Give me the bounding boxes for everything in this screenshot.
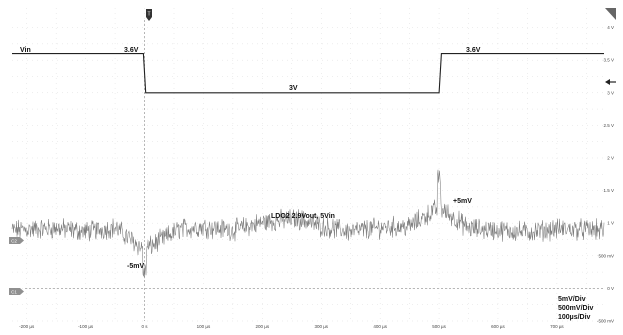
channel-c1-marker: C1 <box>9 288 24 295</box>
y-tick-label: 1.5 V <box>603 188 614 193</box>
y-tick-label: 500 mV <box>598 253 614 258</box>
y-tick-label: 2 V <box>607 155 614 160</box>
svg-text:T: T <box>147 12 150 18</box>
x-tick-label: 500 µs <box>432 324 446 329</box>
channel-c1-label: C1 <box>11 290 17 295</box>
ldo2-series-label: LDO2 2.9Vout, 5Vin <box>271 213 335 220</box>
trigger-marker-icon: T <box>146 9 152 21</box>
x-tick-label: 200 µs <box>256 324 270 329</box>
x-tick-label: 600 µs <box>491 324 505 329</box>
y-tick-label: 2.5 V <box>603 123 614 128</box>
x-tick-label: -100 µs <box>78 324 94 329</box>
x-tick-label: 300 µs <box>314 324 328 329</box>
x-tick-label: 0 s <box>142 324 149 329</box>
y-tick-label: -500 mV <box>597 319 614 324</box>
channel-c2-label: C2 <box>11 239 17 244</box>
y-tick-label: 3 V <box>607 90 614 95</box>
y-tick-label: 3.5 V <box>603 58 614 63</box>
x-axis-ticks: -200 µs -100 µs 0 s 100 µs 200 µs 300 µs 400 µ… <box>19 324 564 329</box>
series-vin-trace <box>12 53 604 94</box>
right-axis-ticks: 4 V 3.5 V 3 V 2.5 V 2 V 1.5 V 1 V 500 mV 0 V -500… <box>597 25 614 323</box>
x-tick-label: 100 µs <box>197 324 211 329</box>
annotation-plus-5mv: +5mV <box>453 198 472 205</box>
graticule <box>12 8 604 322</box>
x-tick-label: -200 µs <box>19 324 35 329</box>
scale-ch2: 5mV/Div <box>558 296 586 303</box>
y-tick-label: 1 V <box>607 221 614 226</box>
x-tick-label: 700 µs <box>550 324 564 329</box>
scale-ch1: 500mV/Div <box>558 305 594 312</box>
corner-flag-icon <box>605 8 616 20</box>
annotation-3v6-left: 3.6V <box>124 47 139 54</box>
y-tick-label: 4 V <box>607 25 614 30</box>
left-arrow-icon <box>605 79 616 85</box>
scale-time: 100µs/Div <box>558 314 591 321</box>
x-tick-label: 400 µs <box>373 324 387 329</box>
annotation-3v: 3V <box>289 85 298 92</box>
y-tick-label: 0 V <box>607 286 614 291</box>
annotation-minus-5mv: -5mV <box>127 263 144 270</box>
vin-label: Vin <box>20 47 31 54</box>
channel-c2-marker: C2 <box>9 237 24 244</box>
annotation-3v6-right: 3.6V <box>466 47 481 54</box>
series-ldo2-trace <box>11 169 605 278</box>
